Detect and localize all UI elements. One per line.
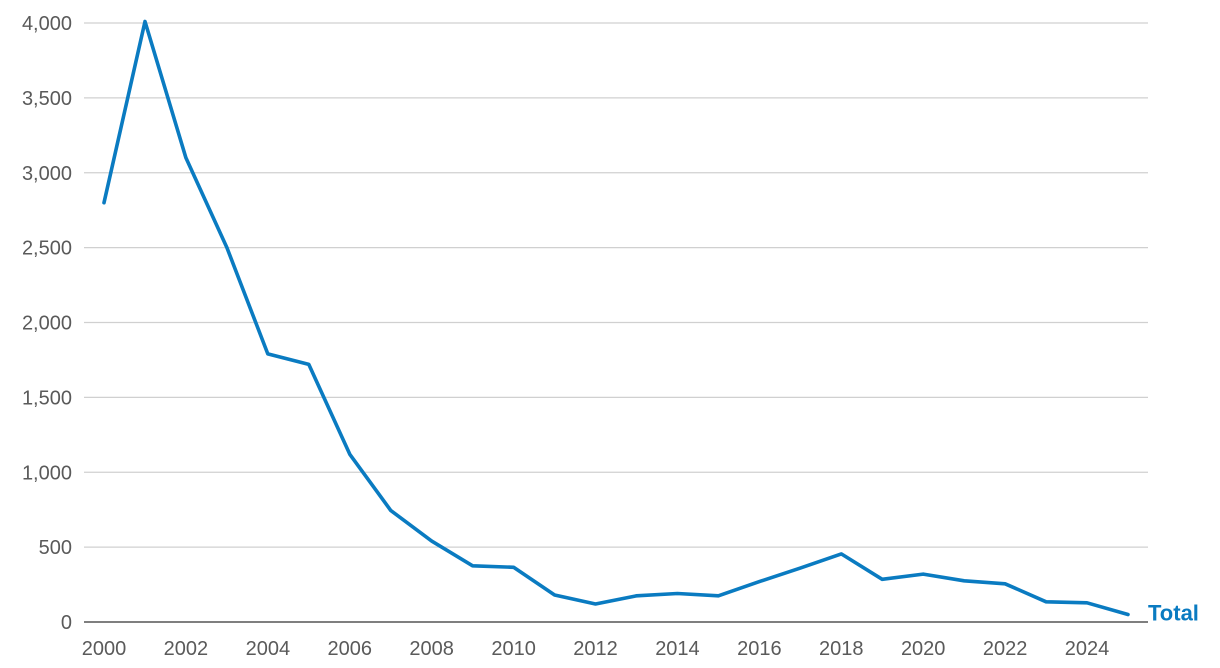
- x-tick-label: 2022: [983, 638, 1028, 660]
- series-line-total: [102, 19, 1130, 617]
- gridlines: [84, 22, 1148, 623]
- x-tick-label: 2012: [573, 638, 618, 660]
- y-tick-label: 3,500: [22, 88, 72, 110]
- x-tick-label: 2016: [737, 638, 782, 660]
- x-tick-label: 2024: [1065, 638, 1110, 660]
- x-tick-label: 2002: [164, 638, 209, 660]
- x-tick-label: 2004: [246, 638, 291, 660]
- x-tick-label: 2018: [819, 638, 864, 660]
- y-tick-label: 0: [61, 612, 72, 634]
- x-tick-label: 2008: [409, 638, 454, 660]
- y-tick-label: 3,000: [22, 163, 72, 185]
- y-axis-tick-labels: 0 500 1,000 1,500 2,000 2,500 3,000 3,500 4,000: [22, 13, 72, 634]
- x-tick-label: 2014: [655, 638, 700, 660]
- x-axis-tick-labels: 2000 2002 2004 2006 2008 2010 2012 2014 2016 2018…: [82, 638, 1110, 660]
- y-tick-label: 2,500: [22, 238, 72, 260]
- y-tick-label: 1,500: [22, 387, 72, 409]
- x-tick-label: 2010: [491, 638, 536, 660]
- y-tick-label: 2,000: [22, 313, 72, 335]
- y-tick-label: 500: [39, 537, 72, 559]
- y-tick-label: 1,000: [22, 462, 72, 484]
- series-layer: Total: [102, 19, 1199, 626]
- x-tick-label: 2000: [82, 638, 127, 660]
- y-tick-label: 4,000: [22, 13, 72, 35]
- x-tick-label: 2006: [328, 638, 373, 660]
- x-tick-label: 2020: [901, 638, 946, 660]
- series-label: Total: [1148, 601, 1199, 626]
